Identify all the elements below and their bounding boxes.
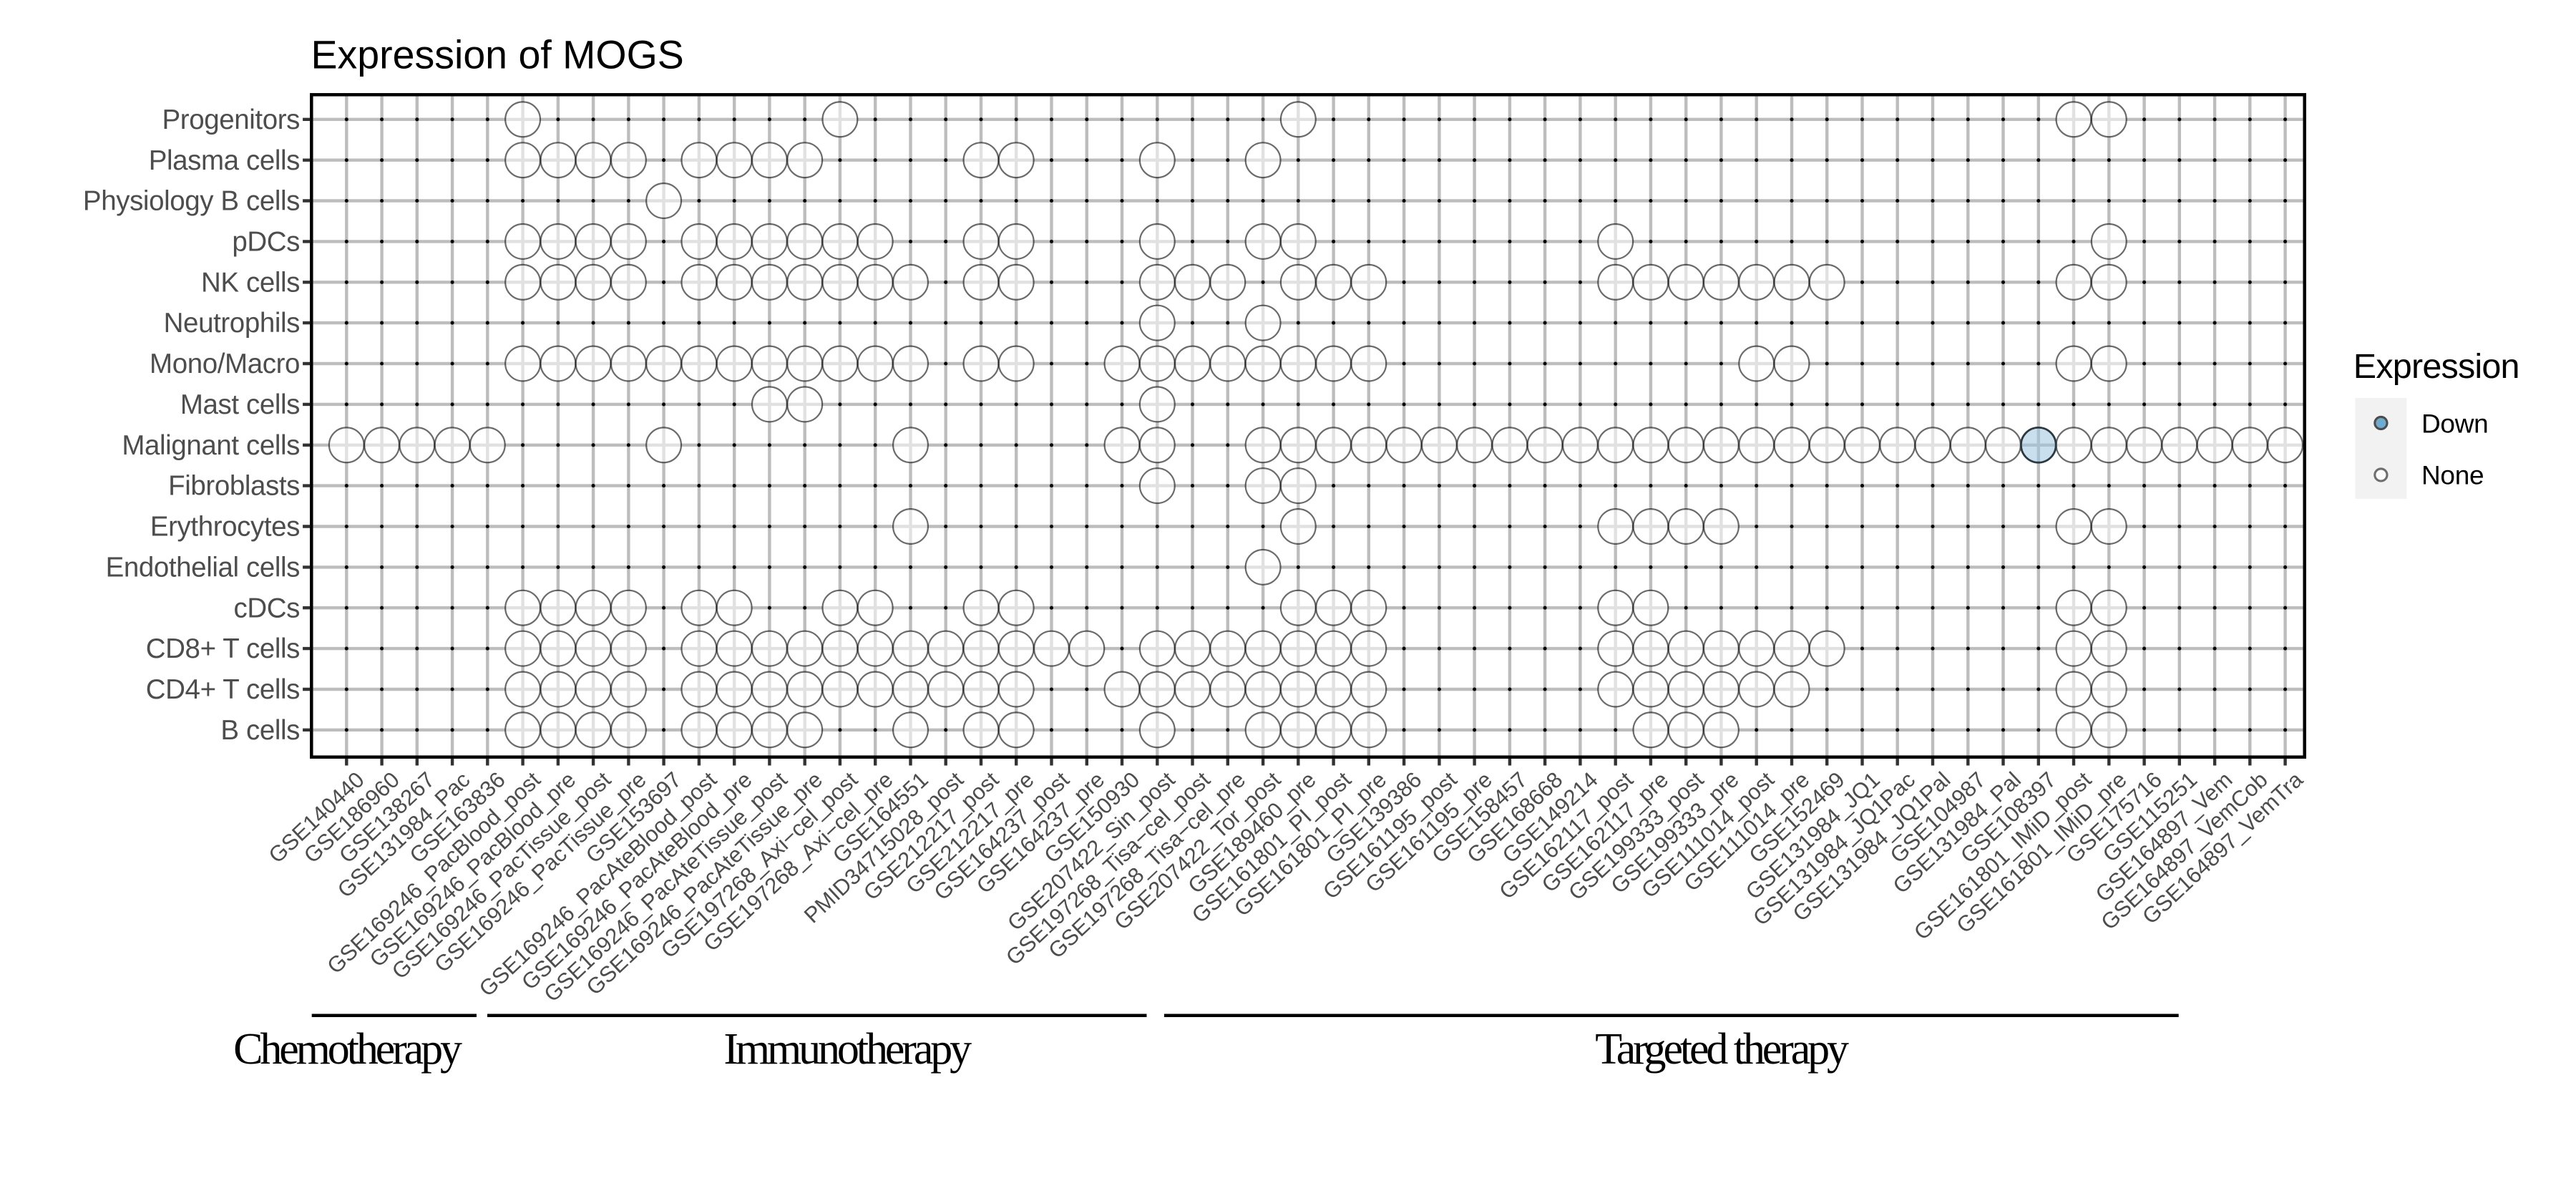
svg-text:Mast cells: Mast cells [180, 389, 300, 420]
svg-text:Down: Down [2421, 409, 2488, 438]
svg-text:Malignant cells: Malignant cells [122, 430, 300, 461]
svg-text:None: None [2421, 461, 2484, 490]
svg-text:Mono/Macro: Mono/Macro [150, 349, 300, 379]
svg-text:Progenitors: Progenitors [162, 105, 300, 135]
svg-text:Immunotherapy: Immunotherapy [723, 1025, 972, 1074]
svg-text:Erythrocytes: Erythrocytes [150, 512, 300, 543]
svg-text:cDCs: cDCs [233, 593, 300, 623]
svg-text:Plasma cells: Plasma cells [149, 145, 300, 176]
svg-text:Expression of MOGS: Expression of MOGS [311, 33, 684, 77]
svg-text:Targeted therapy: Targeted therapy [1595, 1025, 1849, 1074]
svg-text:Physiology B cells: Physiology B cells [83, 186, 300, 217]
svg-text:pDCs: pDCs [232, 227, 300, 258]
svg-text:CD4+ T cells: CD4+ T cells [146, 674, 300, 705]
svg-text:NK cells: NK cells [201, 267, 300, 298]
svg-text:Expression: Expression [2353, 347, 2519, 386]
svg-text:Neutrophils: Neutrophils [164, 308, 300, 339]
svg-text:Endothelial cells: Endothelial cells [106, 553, 300, 583]
svg-text:Chemotherapy: Chemotherapy [233, 1025, 462, 1074]
svg-text:Fibroblasts: Fibroblasts [168, 471, 300, 502]
svg-text:CD8+ T cells: CD8+ T cells [146, 633, 300, 664]
svg-text:B cells: B cells [220, 715, 300, 746]
